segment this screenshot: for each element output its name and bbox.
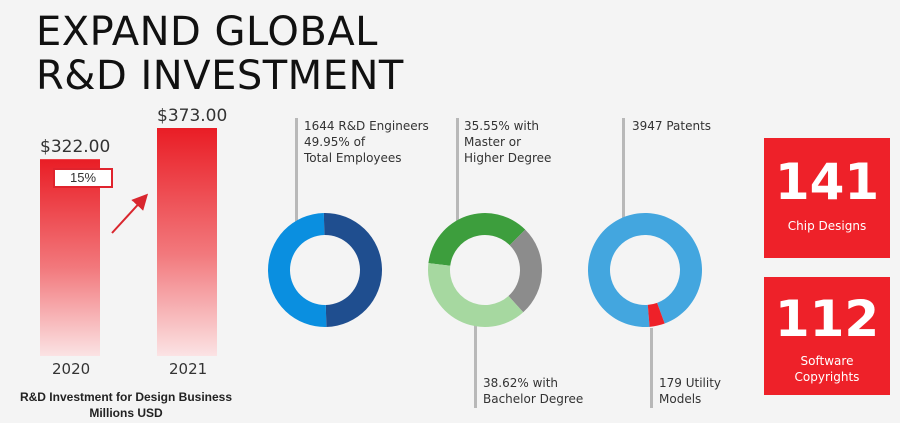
bachelor-connector-line — [474, 322, 477, 408]
bar-chart-caption: R&D Investment for Design Business Milli… — [10, 389, 242, 421]
bar-category-label-2021: 2021 — [169, 360, 208, 378]
donut-slice — [647, 302, 665, 327]
annotation-line: 3947 Patents — [632, 119, 712, 133]
annotation-line: 38.62% with — [483, 376, 559, 390]
bachelor-degree-annotation: 38.62% with Bachelor Degree — [483, 375, 583, 407]
donut-slice — [268, 213, 327, 327]
bar-value-label-2020: $322.00 — [40, 137, 111, 158]
donut-engineers — [268, 212, 383, 327]
annotation-line: 35.55% with — [464, 119, 540, 133]
annotation-line: 49.95% of — [304, 135, 366, 149]
software-copyrights-count: 112 — [774, 290, 880, 348]
bar-2020 — [40, 159, 100, 356]
annotation-line: 179 Utility — [659, 376, 722, 390]
engineers-connector-line — [295, 118, 298, 236]
investment-bar-chart — [40, 128, 217, 356]
page-title: EXPAND GLOBAL R&D INVESTMENT — [36, 10, 404, 98]
chip-designs-label: Chip Designs — [787, 219, 867, 233]
bar-category-label-2020: 2020 — [52, 360, 91, 378]
title-line-1: EXPAND GLOBAL — [36, 9, 378, 55]
bar-2021 — [157, 128, 217, 356]
patents-annotation: 3947 Patents — [632, 118, 711, 134]
patents-connector-line — [622, 118, 625, 236]
software-copyrights-stat-box: 112 Software Copyrights — [764, 277, 890, 395]
chip-designs-count: 141 — [774, 153, 880, 211]
annotation-line: Total Employees — [304, 151, 402, 165]
donut-slice — [588, 212, 703, 327]
annotation-line: Higher Degree — [464, 151, 552, 165]
donut-slice — [323, 212, 383, 327]
caption-line-2: Millions USD — [89, 406, 163, 420]
growth-badge: 15% — [53, 168, 113, 188]
annotation-line: 1644 R&D Engineers — [304, 119, 429, 133]
annotation-line: Models — [659, 392, 702, 406]
donut-patents — [588, 212, 703, 327]
growth-arrow — [111, 193, 149, 234]
donut-charts — [268, 118, 703, 408]
donut-slice — [428, 263, 524, 327]
chip-designs-stat-box: 141 Chip Designs — [764, 138, 890, 258]
caption-line-1: R&D Investment for Design Business — [19, 390, 233, 404]
annotation-line: Bachelor Degree — [483, 392, 584, 406]
software-copyrights-label-line-2: Copyrights — [794, 370, 860, 384]
utility-models-annotation: 179 Utility Models — [659, 375, 721, 407]
title-line-2: R&D INVESTMENT — [36, 53, 404, 99]
master-degree-annotation: 35.55% with Master or Higher Degree — [464, 118, 551, 166]
engineers-annotation: 1644 R&D Engineers 49.95% of Total Emplo… — [304, 118, 429, 166]
donut-slice — [428, 212, 526, 266]
utility-connector-line — [650, 328, 653, 408]
donut-education — [428, 212, 542, 327]
donut-slice — [508, 229, 542, 313]
annotation-line: Master or — [464, 135, 522, 149]
master-connector-line — [456, 118, 459, 226]
bar-value-label-2021: $373.00 — [157, 106, 228, 126]
software-copyrights-label-line-1: Software — [800, 354, 854, 368]
